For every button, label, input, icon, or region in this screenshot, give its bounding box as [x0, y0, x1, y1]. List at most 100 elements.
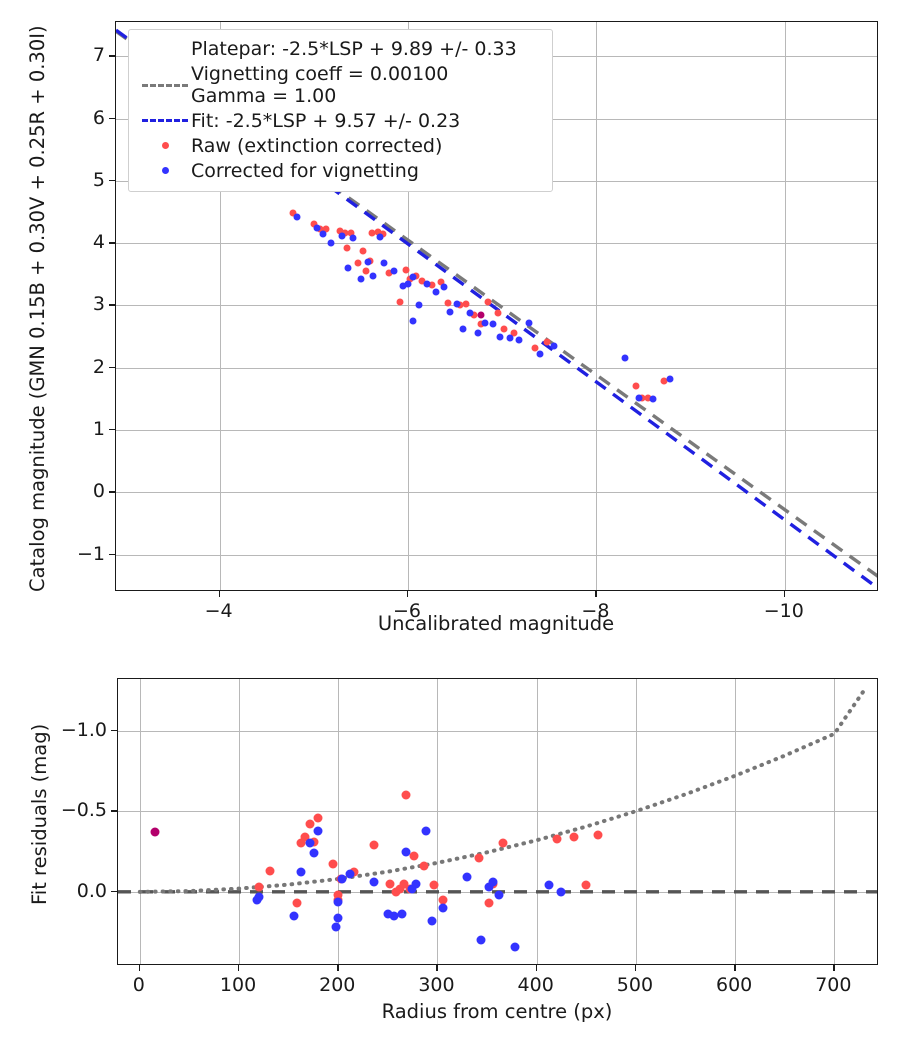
y-tick-label: 4: [92, 231, 105, 254]
data-point: [313, 826, 323, 836]
chart-lines: [118, 688, 877, 894]
data-point: [383, 909, 393, 919]
data-point: [649, 395, 657, 403]
data-point: [644, 394, 652, 402]
data-point: [336, 227, 344, 235]
data-point: [543, 338, 551, 346]
data-point: [462, 300, 470, 308]
data-point: [481, 319, 489, 327]
data-point: [395, 884, 405, 894]
data-point: [660, 377, 668, 385]
gridline-vertical: [735, 679, 737, 964]
legend: Platepar: -2.5*LSP + 9.89 +/- 0.33 Vigne…: [128, 29, 553, 193]
y-tick: [111, 729, 117, 731]
red-dot-icon: [161, 142, 169, 150]
y-tick-label: −1: [76, 542, 105, 565]
x-tick: [535, 965, 538, 971]
data-point: [496, 333, 504, 341]
data-point: [401, 847, 411, 857]
data-point: [432, 288, 440, 296]
data-point: [404, 280, 412, 288]
x-tick-label: 400: [517, 974, 554, 996]
data-point: [385, 269, 393, 277]
x-tick: [734, 965, 736, 971]
y-tick: [109, 117, 115, 119]
line-vignetting-model: [137, 688, 867, 894]
legend-entry-platepar: Platepar: -2.5*LSP + 9.89 +/- 0.33: [139, 37, 542, 62]
y-tick: [109, 55, 115, 57]
data-point: [407, 884, 417, 894]
x-axis-label-top: Uncalibrated magnitude: [377, 612, 615, 635]
data-point: [428, 281, 436, 289]
data-point: [376, 233, 384, 241]
x-tick-label: −10: [763, 600, 804, 622]
data-point: [333, 913, 343, 923]
legend-key-raw: [139, 135, 191, 157]
data-point: [349, 234, 357, 242]
data-point: [293, 213, 301, 221]
data-point: [289, 209, 297, 217]
data-point: [354, 259, 362, 267]
gridline-vertical: [139, 679, 141, 964]
data-point: [390, 267, 398, 275]
data-point: [341, 229, 349, 237]
legend-label-raw: Raw (extinction corrected): [191, 134, 443, 157]
data-point: [446, 308, 454, 316]
y-tick: [111, 810, 117, 812]
data-point: [474, 329, 482, 337]
data-point: [444, 299, 452, 307]
gridline-vertical: [338, 679, 340, 964]
data-point: [331, 922, 341, 932]
y-tick-label: 5: [92, 168, 105, 191]
data-point: [470, 311, 478, 319]
gridline-horizontal: [116, 243, 877, 245]
data-point: [477, 320, 485, 328]
x-tick-label: 500: [616, 974, 654, 996]
data-point: [581, 880, 591, 890]
data-point: [462, 872, 472, 882]
gridline-horizontal: [116, 554, 877, 556]
data-point: [494, 890, 504, 900]
data-point: [411, 879, 421, 889]
legend-entry-vignetting: Vignetting coeff = 0.00100 Gamma = 1.00: [139, 62, 542, 108]
y-tick: [109, 553, 115, 555]
x-tick: [407, 591, 409, 597]
data-point: [357, 275, 365, 283]
data-point: [438, 895, 448, 905]
x-tick: [138, 965, 141, 971]
data-point: [289, 911, 299, 921]
data-point: [396, 298, 404, 306]
data-point: [319, 230, 327, 238]
data-point: [484, 298, 492, 306]
y-axis-label-top: Catalog magnitude (GMN 0.15B + 0.30V + 0…: [26, 25, 49, 592]
x-tick: [783, 591, 786, 597]
data-point: [369, 272, 377, 280]
data-point: [423, 280, 431, 288]
x-tick-label: −6: [392, 600, 422, 622]
x-tick-label: −4: [204, 600, 233, 622]
data-point: [401, 790, 411, 800]
data-point: [322, 225, 330, 233]
y-tick-label: −0.5: [60, 799, 107, 822]
data-point: [409, 273, 417, 281]
data-point: [409, 851, 419, 861]
legend-label-corrected: Corrected for vignetting: [191, 159, 419, 182]
x-tick: [238, 965, 240, 971]
legend-label-fit: Fit: -2.5*LSP + 9.57 +/- 0.23: [191, 109, 461, 132]
data-point: [254, 882, 264, 892]
y-tick-label: 0: [92, 480, 105, 503]
data-point: [379, 230, 387, 238]
data-point: [265, 866, 275, 876]
legend-key-corrected: [139, 160, 191, 182]
y-tick: [109, 366, 115, 369]
fit-residuals-plot: [117, 678, 878, 965]
data-point: [359, 247, 367, 255]
data-point: [389, 911, 399, 921]
y-tick-label: 7: [92, 44, 105, 67]
data-point: [369, 840, 379, 850]
gridline-horizontal: [118, 730, 877, 732]
data-point: [550, 342, 558, 350]
data-point: [369, 877, 379, 887]
data-point: [309, 848, 319, 858]
